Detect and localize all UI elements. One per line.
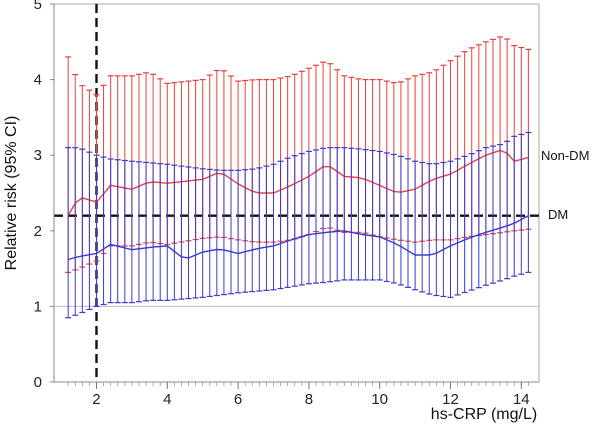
y-tick-label: 2	[34, 223, 42, 240]
y-axis-title: Relative risk (95% CI)	[3, 116, 20, 271]
x-axis-title: hs-CRP (mg/L)	[431, 406, 537, 423]
y-tick-label: 5	[34, 0, 42, 13]
y-tick-label: 4	[34, 72, 42, 89]
series-layer	[65, 36, 532, 319]
x-tick-label: 14	[513, 391, 530, 408]
x-tick-label: 6	[234, 391, 242, 408]
y-tick-label: 1	[34, 298, 42, 315]
x-axis-ticks: 2 4 6 8 10 12 14	[67, 382, 530, 408]
axes	[53, 4, 539, 383]
x-tick-label: 2	[92, 391, 100, 408]
x-tick-label: 12	[442, 391, 459, 408]
y-tick-label: 0	[34, 374, 42, 391]
x-tick-label: 4	[163, 391, 171, 408]
y-axis-ticks: 0 1 2 3 4 5	[34, 0, 54, 391]
estimate-line	[68, 215, 529, 261]
series-label-non-dm: Non-DM	[541, 148, 589, 163]
x-tick-label: 8	[305, 391, 313, 408]
series-label-dm: DM	[548, 207, 568, 222]
x-tick-label: 10	[371, 391, 388, 408]
plot-area	[53, 3, 540, 383]
series-dm	[65, 131, 532, 319]
estimate-line	[67, 149, 529, 217]
y-tick-label: 3	[34, 147, 42, 164]
